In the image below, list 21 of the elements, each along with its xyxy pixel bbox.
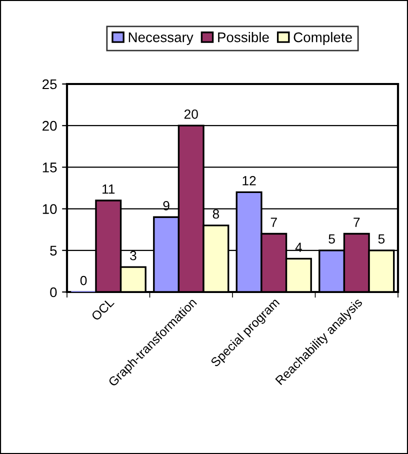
data-label: 8 (212, 209, 220, 219)
legend-label: Possible (218, 32, 269, 42)
y-tick-label: 25 (42, 79, 57, 90)
y-tick-label: 0 (50, 287, 57, 298)
data-label: 5 (378, 234, 385, 244)
data-label: 0 (80, 276, 87, 286)
y-tick-label: 15 (42, 162, 57, 172)
data-label: 12 (242, 176, 256, 186)
data-label: 7 (354, 218, 360, 227)
data-label: 5 (328, 234, 335, 244)
data-label: 7 (270, 218, 277, 227)
y-tick-label: 10 (42, 204, 57, 214)
data-label: 20 (184, 109, 198, 119)
legend-label: Necessary (128, 32, 194, 45)
data-label: 3 (130, 250, 136, 260)
y-tick-label: 5 (50, 246, 57, 256)
data-label: 4 (295, 242, 302, 252)
data-label: 11 (102, 184, 115, 194)
data-label: 9 (163, 201, 170, 210)
legend-label: Complete (294, 32, 352, 45)
y-tick-label: 20 (42, 120, 57, 131)
